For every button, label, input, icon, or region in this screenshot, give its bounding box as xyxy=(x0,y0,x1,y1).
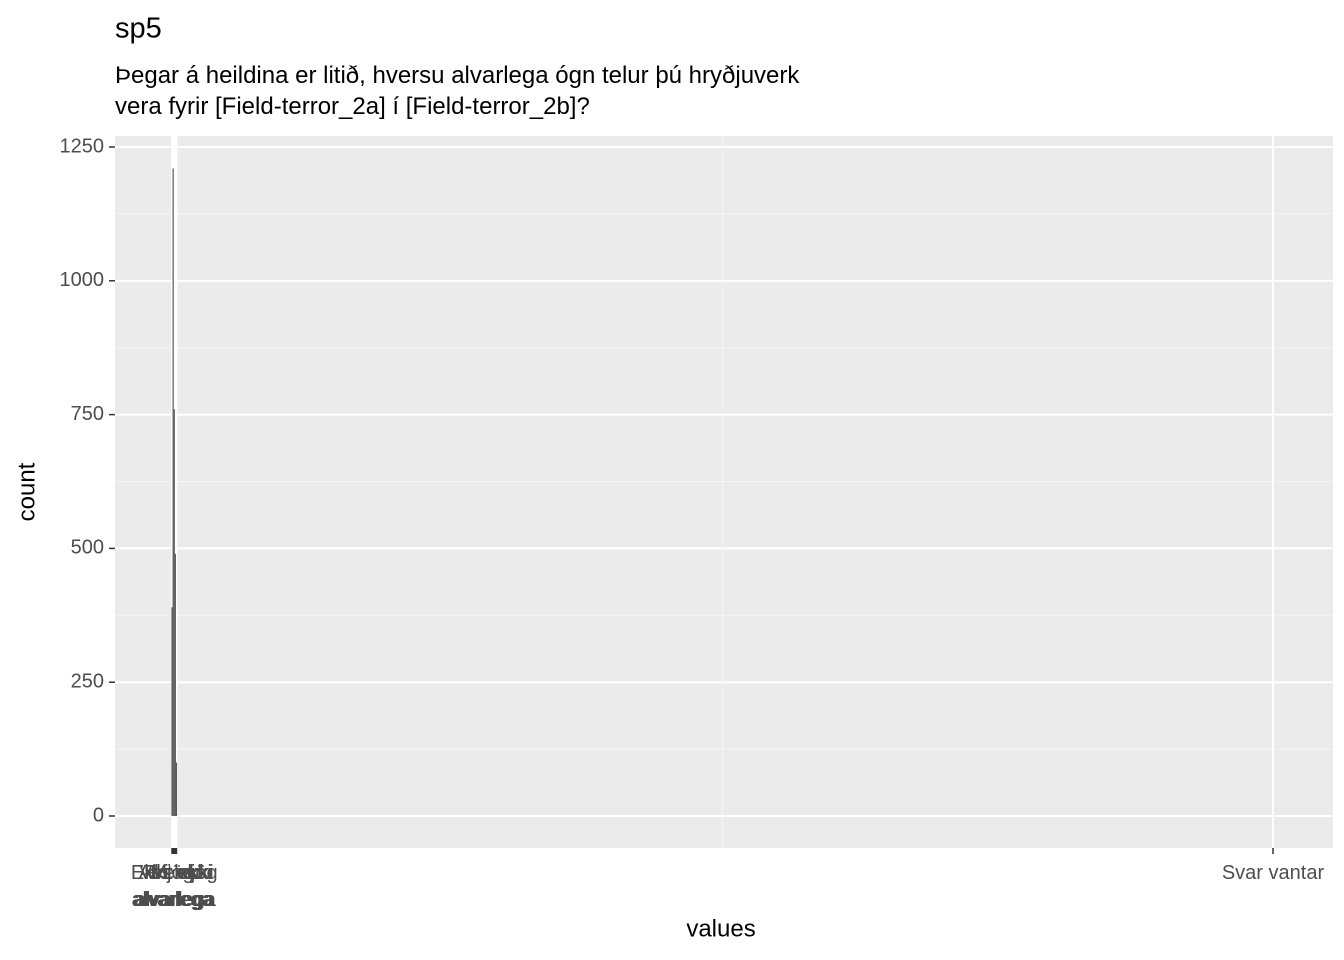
bar xyxy=(175,762,178,816)
y-tick-label: 250 xyxy=(71,670,104,692)
x-tick-label: Frekar alvarlega xyxy=(132,862,214,911)
panel xyxy=(115,136,1333,848)
y-axis-label: count xyxy=(13,462,40,521)
bar xyxy=(174,553,176,816)
x-tick-label: Ekki mjög alvarlega xyxy=(130,862,218,911)
bar xyxy=(171,607,173,816)
bar xyxy=(172,168,174,816)
x-tick-label: Veit ekki xyxy=(139,862,214,884)
y-tick-label: 1000 xyxy=(60,269,105,291)
y-tick-label: 0 xyxy=(93,804,104,826)
y-tick-label: 1250 xyxy=(60,135,105,157)
x-axis-label: values xyxy=(686,915,755,942)
chart-subtitle: Þegar á heildina er litið, hversu alvarl… xyxy=(115,62,800,120)
x-tick-label: Mjög alvarlega xyxy=(131,862,213,911)
y-tick-label: 750 xyxy=(71,403,104,425)
bar xyxy=(173,409,175,816)
x-tick-label: Svar vantar xyxy=(1221,862,1325,884)
chart-title: sp5 xyxy=(115,13,162,45)
x-tick-label: Alls ekki alvarlega xyxy=(134,862,216,911)
y-tick-label: 500 xyxy=(71,537,104,559)
